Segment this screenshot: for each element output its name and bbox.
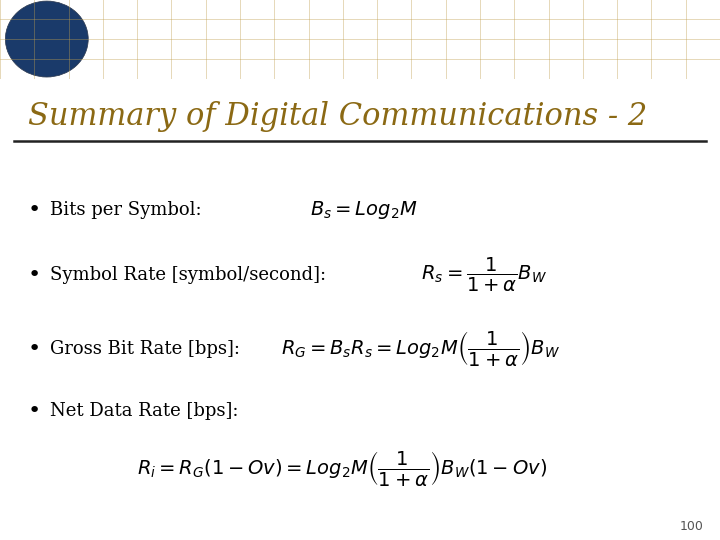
Text: $B_s = Log_2 M$: $B_s = Log_2 M$ xyxy=(310,199,418,221)
Text: •: • xyxy=(28,200,41,220)
Text: $R_i = R_G(1-Ov) = Log_2 M \left(\dfrac{1}{1+\alpha}\right) B_W (1-Ov)$: $R_i = R_G(1-Ov) = Log_2 M \left(\dfrac{… xyxy=(137,449,546,488)
Text: Gross Bit Rate [bps]:: Gross Bit Rate [bps]: xyxy=(50,340,240,357)
Text: •: • xyxy=(28,265,41,285)
Text: $R_G = B_s R_s = Log_2 M \left(\dfrac{1}{1+\alpha}\right) B_W$: $R_G = B_s R_s = Log_2 M \left(\dfrac{1}… xyxy=(281,329,559,368)
Text: Bits per Symbol:: Bits per Symbol: xyxy=(50,201,202,219)
Ellipse shape xyxy=(6,1,89,77)
Text: •: • xyxy=(28,401,41,421)
Text: •: • xyxy=(28,339,41,359)
Text: Symbol Rate [symbol/second]:: Symbol Rate [symbol/second]: xyxy=(50,266,326,284)
Text: Net Data Rate [bps]:: Net Data Rate [bps]: xyxy=(50,402,238,420)
Text: 100: 100 xyxy=(680,519,704,532)
Text: Summary of Digital Communications - 2: Summary of Digital Communications - 2 xyxy=(28,102,647,132)
Text: $R_s = \dfrac{1}{1+\alpha} B_W$: $R_s = \dfrac{1}{1+\alpha} B_W$ xyxy=(421,256,547,294)
